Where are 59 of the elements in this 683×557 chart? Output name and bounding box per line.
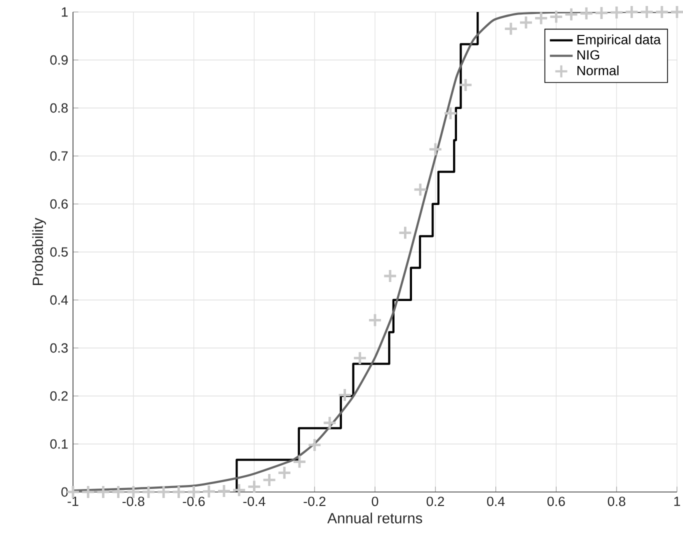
x-tick-label: 0.2 [426,496,444,506]
x-tick-label: 0.8 [608,496,626,506]
x-tick-label: -1 [68,496,78,506]
x-tick-label: 0.6 [547,496,565,506]
x-tick-label: -0.6 [182,496,205,506]
point [322,416,337,430]
point [549,10,564,24]
point [382,268,398,284]
y-tick-label: 0.1 [50,439,68,449]
point [443,106,458,120]
point [564,7,578,22]
y-tick-label: 0.4 [50,295,68,305]
point [428,142,443,156]
legend-label: Empirical data [577,34,661,47]
y-tick-label: 0.2 [50,391,68,401]
point [670,4,683,20]
y-tick-label: 0.8 [50,103,68,113]
x-tick-label: -0.8 [122,496,144,506]
y-tick-label: 0.7 [50,151,68,161]
point [609,5,624,20]
point [413,182,428,197]
point [262,472,277,488]
x-axis-title: Annual returns [327,512,422,524]
point [247,480,262,494]
point [156,484,171,500]
point [352,350,368,366]
point [96,484,110,500]
y-tick-label: 0.3 [50,343,68,353]
point [518,15,534,30]
point [338,388,352,402]
point [504,22,518,36]
y-tick-label: 1 [62,7,68,17]
point [277,466,292,480]
line-series [73,12,677,492]
x-tick-label: 0.4 [487,496,505,506]
y-tick-label: 0.9 [50,55,68,65]
x-tick-label: 1 [674,496,680,506]
point [594,6,609,20]
point [640,4,654,20]
point [232,482,246,498]
point [398,226,412,240]
legend-label: Normal [577,66,618,76]
point [368,312,382,328]
point [307,438,322,452]
y-tick-label: 0.5 [50,247,68,257]
point [624,4,639,20]
legend-label: NIG [577,50,600,60]
y-tick-label: 0.6 [50,199,68,209]
point [292,454,307,469]
point [654,4,670,20]
point [458,78,473,92]
point [579,6,594,21]
x-tick-label: -0.4 [243,496,266,506]
x-tick-label: -0.2 [304,496,326,506]
point [534,11,548,26]
point [216,484,232,498]
y-axis-title: Probability [32,218,46,286]
point [80,484,96,500]
x-tick-label: 0 [372,496,378,506]
